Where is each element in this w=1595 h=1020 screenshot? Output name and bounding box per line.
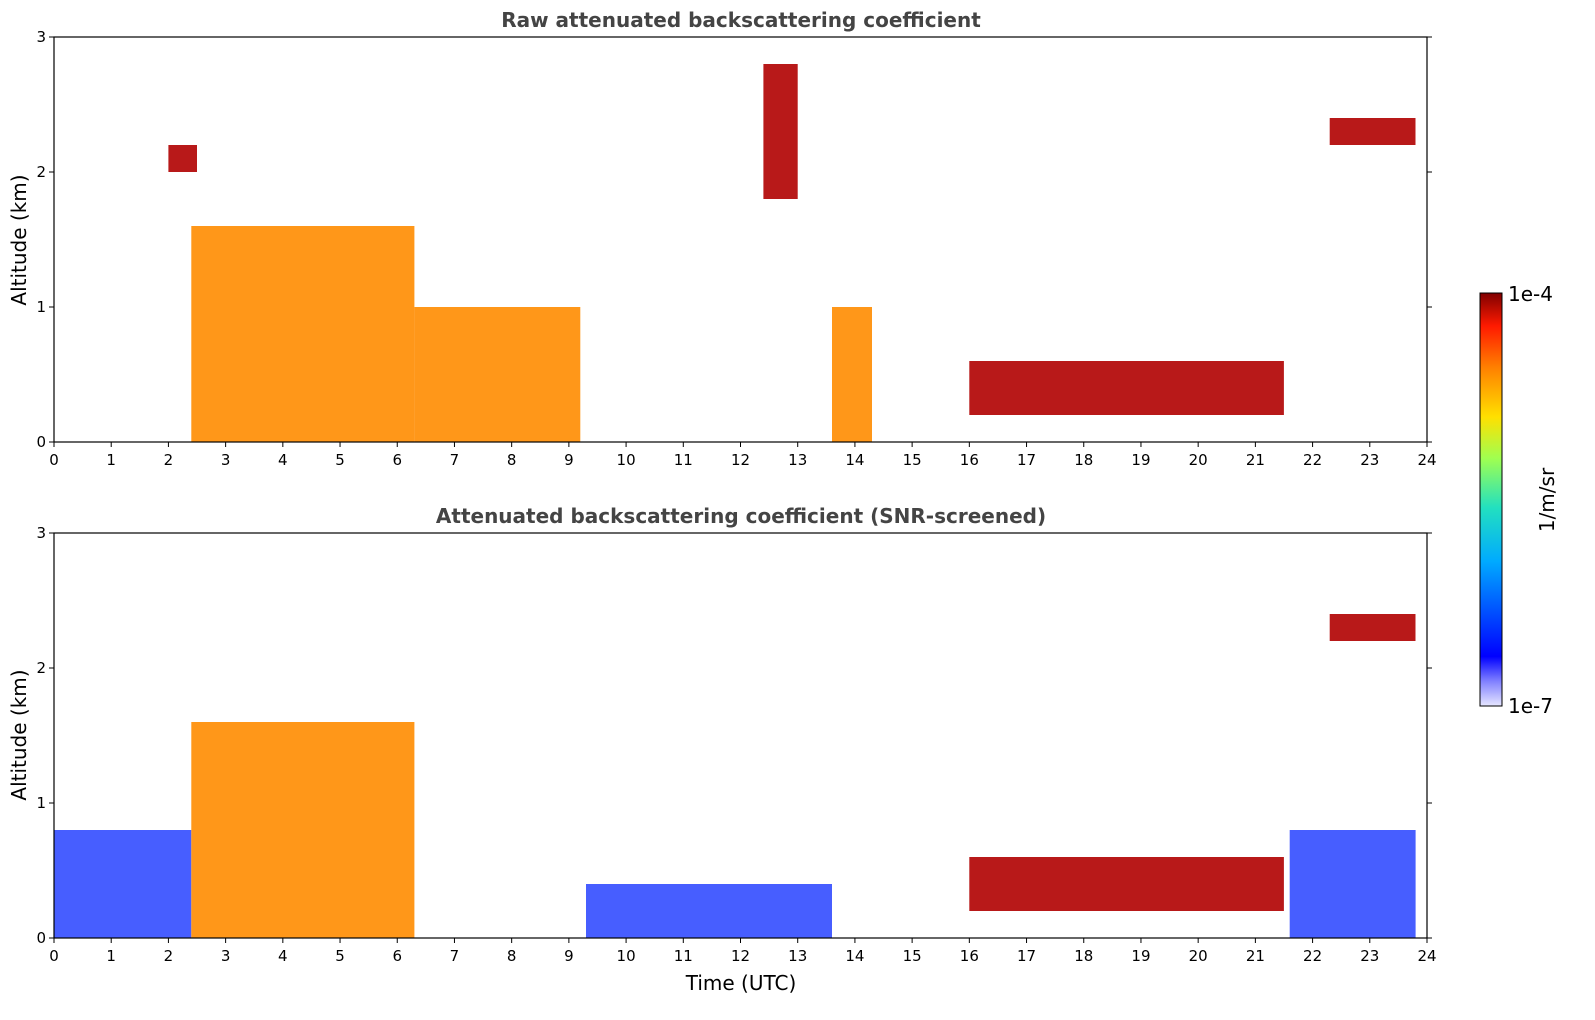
x-tick-label: 5 — [335, 451, 345, 469]
colorbar-max-label: 1e-4 — [1508, 282, 1553, 306]
y-tick-label: 0 — [36, 433, 46, 451]
x-tick-label: 20 — [1189, 947, 1208, 965]
x-tick-label: 23 — [1360, 451, 1379, 469]
heatmap-field — [168, 64, 1416, 442]
y-tick-label: 3 — [36, 28, 46, 46]
x-axis: 0 1 2 3 4 5 6 7 8 9 10 11 12 13 14 15 16 17 18 19 20 21 22 23 24 — [49, 938, 1437, 965]
x-tick-label: 2 — [164, 451, 174, 469]
colorbar: 1e-4 1e-7 1/m/sr — [1479, 282, 1559, 718]
x-tick-label: 4 — [278, 947, 288, 965]
x-tick-label: 21 — [1246, 451, 1265, 469]
y-axis-label: Altitude (km) — [7, 174, 31, 305]
x-tick-label: 14 — [845, 451, 864, 469]
backscatter-region — [832, 307, 872, 442]
backscatter-region — [414, 307, 581, 442]
backscatter-region — [191, 722, 415, 938]
panel-raw: Raw attenuated backscattering coefficien… — [7, 8, 1437, 469]
x-tick-label: 19 — [1131, 947, 1150, 965]
backscatter-region — [1329, 118, 1416, 145]
colorbar-gradient — [1479, 292, 1503, 707]
backscatter-region — [1289, 830, 1416, 938]
x-tick-label: 7 — [450, 451, 460, 469]
y-tick-label: 2 — [36, 163, 46, 181]
x-tick-label: 9 — [564, 947, 574, 965]
x-tick-label: 13 — [788, 947, 807, 965]
x-tick-label: 22 — [1303, 451, 1322, 469]
x-tick-label: 3 — [221, 947, 231, 965]
colorbar-min-label: 1e-7 — [1508, 694, 1553, 718]
x-axis: 0 1 2 3 4 5 6 7 8 9 10 11 12 13 14 15 16 17 18 19 20 21 22 23 24 — [49, 442, 1437, 469]
x-tick-label: 8 — [507, 947, 517, 965]
x-tick-label: 17 — [1017, 451, 1036, 469]
y-tick-label: 1 — [36, 298, 46, 316]
x-tick-label: 4 — [278, 451, 288, 469]
y-axis: 0 1 2 3 — [36, 28, 1432, 451]
y-axis-label: Altitude (km) — [7, 669, 31, 800]
y-tick-label: 0 — [36, 929, 46, 947]
backscatter-region — [763, 64, 798, 199]
x-tick-label: 15 — [903, 947, 922, 965]
x-tick-label: 20 — [1189, 451, 1208, 469]
x-tick-label: 11 — [674, 451, 693, 469]
x-tick-label: 14 — [845, 947, 864, 965]
x-tick-label: 12 — [731, 947, 750, 965]
y-axis: 0 1 2 3 — [36, 524, 1432, 947]
x-tick-label: 10 — [617, 947, 636, 965]
x-tick-label: 13 — [788, 451, 807, 469]
backscatter-region — [54, 830, 192, 938]
x-tick-label: 5 — [335, 947, 345, 965]
x-tick-label: 1 — [106, 451, 116, 469]
heatmap-field — [54, 614, 1416, 938]
x-tick-label: 6 — [392, 947, 402, 965]
x-tick-label: 0 — [49, 947, 59, 965]
x-tick-label: 15 — [903, 451, 922, 469]
x-tick-label: 9 — [564, 451, 574, 469]
x-tick-label: 12 — [731, 451, 750, 469]
x-tick-label: 10 — [617, 451, 636, 469]
x-tick-label: 17 — [1017, 947, 1036, 965]
panel-screened: Attenuated backscattering coefficient (S… — [7, 504, 1437, 995]
x-tick-label: 24 — [1417, 451, 1436, 469]
backscatter-region — [168, 145, 197, 172]
backscatter-region — [1329, 614, 1416, 641]
y-tick-label: 3 — [36, 524, 46, 542]
backscatter-region — [969, 361, 1284, 415]
x-tick-label: 18 — [1074, 947, 1093, 965]
x-tick-label: 21 — [1246, 947, 1265, 965]
x-tick-label: 11 — [674, 947, 693, 965]
backscatter-region — [969, 857, 1284, 911]
x-tick-label: 16 — [960, 451, 979, 469]
backscatter-region — [586, 884, 832, 938]
x-tick-label: 16 — [960, 947, 979, 965]
x-tick-label: 19 — [1131, 451, 1150, 469]
panel-title: Raw attenuated backscattering coefficien… — [501, 8, 981, 32]
x-tick-label: 1 — [106, 947, 116, 965]
x-tick-label: 18 — [1074, 451, 1093, 469]
panel-title: Attenuated backscattering coefficient (S… — [436, 504, 1046, 528]
x-tick-label: 6 — [392, 451, 402, 469]
y-tick-label: 1 — [36, 794, 46, 812]
x-tick-label: 23 — [1360, 947, 1379, 965]
colorbar-unit-label: 1/m/sr — [1535, 467, 1559, 532]
x-tick-label: 0 — [49, 451, 59, 469]
x-tick-label: 8 — [507, 451, 517, 469]
x-tick-label: 3 — [221, 451, 231, 469]
x-axis-label: Time (UTC) — [685, 971, 797, 995]
y-tick-label: 2 — [36, 659, 46, 677]
backscatter-region — [191, 226, 415, 442]
x-tick-label: 22 — [1303, 947, 1322, 965]
x-tick-label: 24 — [1417, 947, 1436, 965]
x-tick-label: 7 — [450, 947, 460, 965]
x-tick-label: 2 — [164, 947, 174, 965]
